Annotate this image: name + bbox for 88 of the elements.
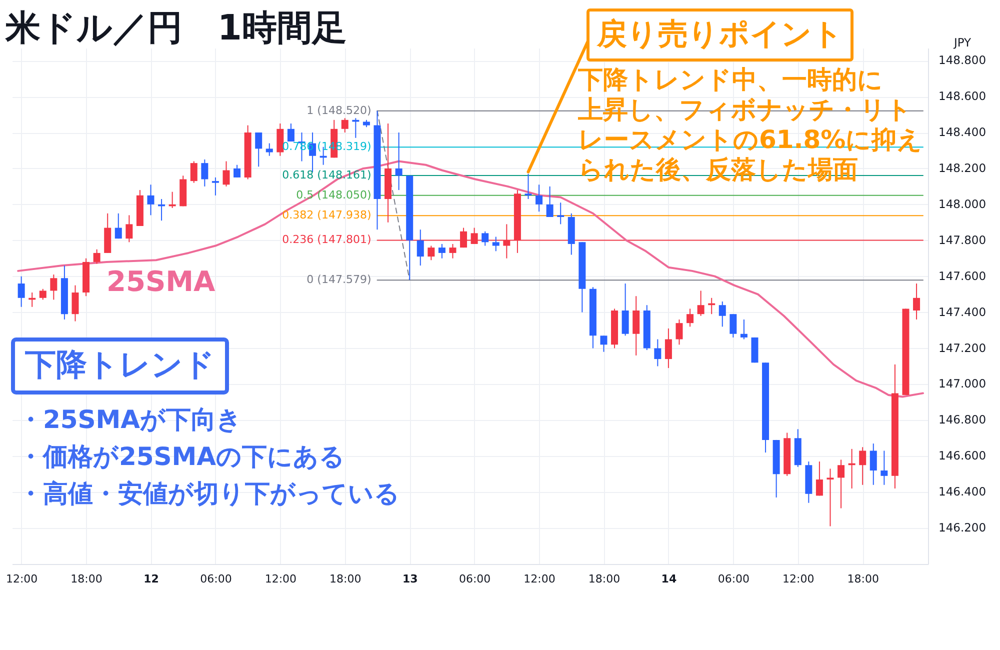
- y-tick-label: 148.800: [938, 53, 986, 68]
- candlestick: [697, 290, 704, 316]
- candlestick: [234, 164, 241, 178]
- x-tick-label: 06:00: [200, 572, 232, 586]
- candlestick: [222, 160, 230, 187]
- x-tick-label: 18:00: [588, 572, 620, 586]
- candlestick: [664, 328, 672, 369]
- y-tick-label: 146.800: [938, 412, 986, 427]
- annotation: ・高値・安値が切り下がっている: [18, 479, 400, 508]
- candlestick: [114, 212, 122, 240]
- candlestick: [654, 338, 662, 367]
- candlestick: [212, 176, 219, 196]
- x-tick-label: 14: [661, 572, 677, 586]
- x-tick-label: 12:00: [782, 572, 814, 586]
- candlestick: [395, 132, 402, 191]
- y-tick-label: 147.000: [938, 376, 986, 391]
- candlestick: [126, 214, 133, 243]
- y-tick-label: 146.600: [938, 448, 986, 463]
- y-tick-label: 148.400: [938, 125, 986, 139]
- y-tick-label: 147.400: [938, 304, 986, 319]
- candlestick: [816, 461, 823, 496]
- y-tick-label: 148.000: [938, 196, 986, 211]
- y-tick-label: 146.400: [938, 484, 986, 499]
- candlestick: [632, 296, 640, 356]
- y-axis-title: JPY: [952, 36, 972, 50]
- x-tick-label: 18:00: [330, 572, 362, 586]
- annotation: ・25SMAが下向き: [18, 405, 242, 434]
- x-tick-label: 12: [144, 572, 159, 586]
- candlestick: [482, 230, 489, 246]
- candlestick: [880, 450, 888, 486]
- candlestick: [416, 229, 424, 266]
- candlestick: [913, 283, 920, 320]
- candlestick: [730, 314, 737, 338]
- candlestick: [718, 301, 726, 328]
- candlestick: [546, 186, 554, 218]
- annotation: 下降トレンド: [24, 347, 215, 383]
- candlestick: [536, 184, 543, 212]
- annotation: ・価格が25SMAの下にある: [18, 442, 346, 471]
- candlestick: [39, 288, 46, 300]
- candlestick: [676, 318, 683, 346]
- y-tick-label: 147.600: [938, 268, 986, 283]
- candlestick: [859, 446, 866, 486]
- candlestick: [72, 284, 79, 322]
- candlestick: [201, 158, 208, 187]
- x-tick-label: 06:00: [458, 572, 491, 586]
- candlestick: [190, 160, 198, 184]
- candlestick: [438, 243, 446, 259]
- candlestick: [870, 443, 877, 486]
- candlestick: [524, 173, 532, 200]
- candlestick: [686, 308, 694, 328]
- series-label: 1 (148.520): [306, 104, 372, 117]
- x-tick-label: 12:00: [524, 572, 556, 586]
- candlestick: [428, 245, 435, 261]
- candlestick: [826, 468, 834, 527]
- x-tick-label: 12:00: [6, 572, 38, 586]
- candlestick: [740, 318, 748, 340]
- candlestick: [266, 142, 273, 156]
- x-tick-label: 06:00: [718, 572, 750, 586]
- y-tick-label: 147.200: [938, 340, 986, 355]
- y-tick-label: 148.200: [938, 160, 986, 175]
- series-label: 0.5 (148.050): [296, 188, 372, 202]
- candlestick: [287, 123, 294, 142]
- candlestick: [255, 132, 262, 168]
- x-tick-label: 13: [402, 572, 418, 586]
- candlestick: [276, 123, 284, 156]
- candlestick: [18, 276, 25, 308]
- candlestick: [449, 243, 456, 259]
- candlestick: [341, 118, 348, 133]
- x-tick-label: 12:00: [264, 572, 297, 586]
- candlestick: [838, 459, 845, 509]
- candlestick: [93, 248, 100, 264]
- candlestick: [622, 283, 629, 336]
- candlestick: [147, 184, 154, 216]
- candlestick: [50, 274, 58, 300]
- chart-title: 米ドル／円 1時間足: [4, 8, 347, 48]
- candlestick: [600, 335, 608, 352]
- series-label: 0.236 (147.801): [282, 233, 372, 246]
- y-tick-label: 146.200: [938, 520, 986, 535]
- series-label: 0.382 (147.938): [282, 208, 372, 222]
- x-tick-label: 18:00: [70, 572, 102, 586]
- series-label: 0 (147.579): [306, 273, 372, 286]
- series-label: 25SMA: [106, 264, 216, 298]
- candlestick: [492, 236, 500, 252]
- y-tick-label: 148.600: [938, 89, 986, 104]
- annotation: 戻り売りポイント: [596, 17, 843, 52]
- x-tick-label: 18:00: [847, 572, 879, 586]
- y-tick-label: 147.800: [938, 232, 986, 247]
- candlestick: [557, 202, 564, 225]
